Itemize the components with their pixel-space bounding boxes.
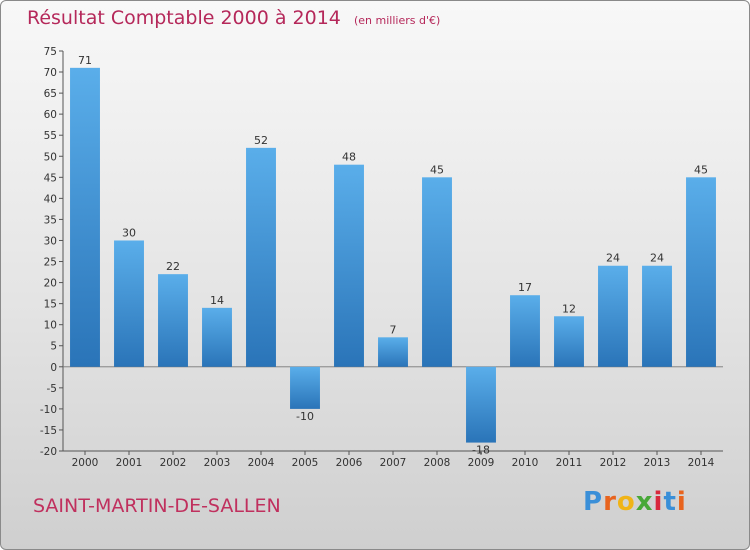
y-tick-label: 50 (44, 151, 57, 163)
x-tick-label: 2009 (468, 457, 495, 469)
y-tick-label: -15 (40, 425, 57, 437)
data-label: -18 (472, 444, 490, 457)
y-tick-label: 75 (44, 46, 57, 58)
y-tick-label: 25 (44, 257, 57, 269)
logo-letter: o (616, 487, 636, 517)
data-label: 45 (694, 163, 708, 176)
y-tick-label: 15 (44, 299, 57, 311)
x-tick-label: 2013 (644, 457, 671, 469)
y-tick-label: 20 (44, 278, 57, 290)
x-tick-label: 2004 (248, 457, 275, 469)
commune-name: SAINT-MARTIN-DE-SALLEN (33, 495, 281, 517)
title-line: Résultat Comptable 2000 à 2014 (en milli… (27, 7, 440, 29)
bar (510, 295, 540, 367)
chart-title: Résultat Comptable 2000 à 2014 (27, 7, 341, 29)
logo-letter: x (635, 487, 654, 517)
data-label: 22 (166, 260, 180, 273)
data-label: 24 (606, 252, 620, 265)
y-tick-label: 10 (44, 320, 57, 332)
bar (290, 366, 320, 409)
y-tick-label: 65 (44, 88, 57, 100)
x-tick-label: 2000 (72, 457, 99, 469)
logo-letter: i (676, 487, 687, 517)
bar (466, 366, 496, 443)
data-label: 48 (342, 151, 356, 164)
x-tick-label: 2006 (336, 457, 363, 469)
data-label: -10 (296, 410, 314, 423)
bar (158, 274, 188, 367)
logo-letter: r (603, 487, 617, 517)
x-tick-label: 2008 (424, 457, 451, 469)
x-tick-label: 2010 (512, 457, 539, 469)
data-label: 17 (518, 281, 532, 294)
data-label: 71 (78, 54, 92, 67)
data-labels: 71 30 22 14 52 -10 48 7 45 -18 17 12 24 24 45 (78, 54, 708, 457)
bar (422, 177, 452, 367)
bars (70, 67, 716, 443)
bar (686, 177, 716, 367)
bar (598, 265, 628, 367)
axes: -20 -15 -10 -5 0 5 10 15 20 25 30 35 40 45 50 55 60 65 70 7… (40, 46, 723, 469)
y-tick-label: 45 (44, 172, 57, 184)
y-tick-label: 0 (50, 362, 57, 374)
y-tick-label: 5 (50, 341, 57, 353)
bar (202, 307, 232, 367)
logo-letter: t (663, 487, 677, 517)
x-tick-label: 2003 (204, 457, 231, 469)
logo-letter: P (583, 487, 604, 517)
data-label: 14 (210, 294, 224, 307)
chart-subtitle: (en milliers d'€) (353, 14, 441, 27)
y-tick-label: -20 (40, 446, 57, 458)
proxiti-logo: Proxiti (583, 487, 687, 517)
bar (246, 147, 276, 367)
data-label: 12 (562, 302, 576, 315)
y-tick-label: 35 (44, 214, 57, 226)
data-label: 7 (390, 323, 397, 336)
bar (70, 67, 100, 367)
x-tick-label: 2012 (600, 457, 627, 469)
x-tick-label: 2005 (292, 457, 319, 469)
x-tick-label: 2007 (380, 457, 407, 469)
x-tick-label: 2002 (160, 457, 187, 469)
y-tick-label: 40 (44, 193, 57, 205)
data-label: 45 (430, 163, 444, 176)
bar (114, 240, 144, 367)
x-tick-label: 2011 (556, 457, 583, 469)
bar (334, 164, 364, 367)
data-label: 52 (254, 134, 268, 147)
y-tick-label: 30 (44, 235, 57, 247)
bar (554, 316, 584, 367)
x-tick-label: 2001 (116, 457, 143, 469)
y-tick-label: 70 (44, 67, 57, 79)
data-label: 24 (650, 252, 664, 265)
bar (642, 265, 672, 367)
y-tick-label: 55 (44, 130, 57, 142)
y-tick-label: -10 (40, 404, 57, 416)
logo-letter: i (653, 487, 664, 517)
data-label: 30 (122, 226, 136, 239)
x-tick-label: 2014 (688, 457, 715, 469)
y-tick-label: -5 (47, 383, 57, 395)
bar (378, 337, 408, 367)
y-tick-label: 60 (44, 109, 57, 121)
